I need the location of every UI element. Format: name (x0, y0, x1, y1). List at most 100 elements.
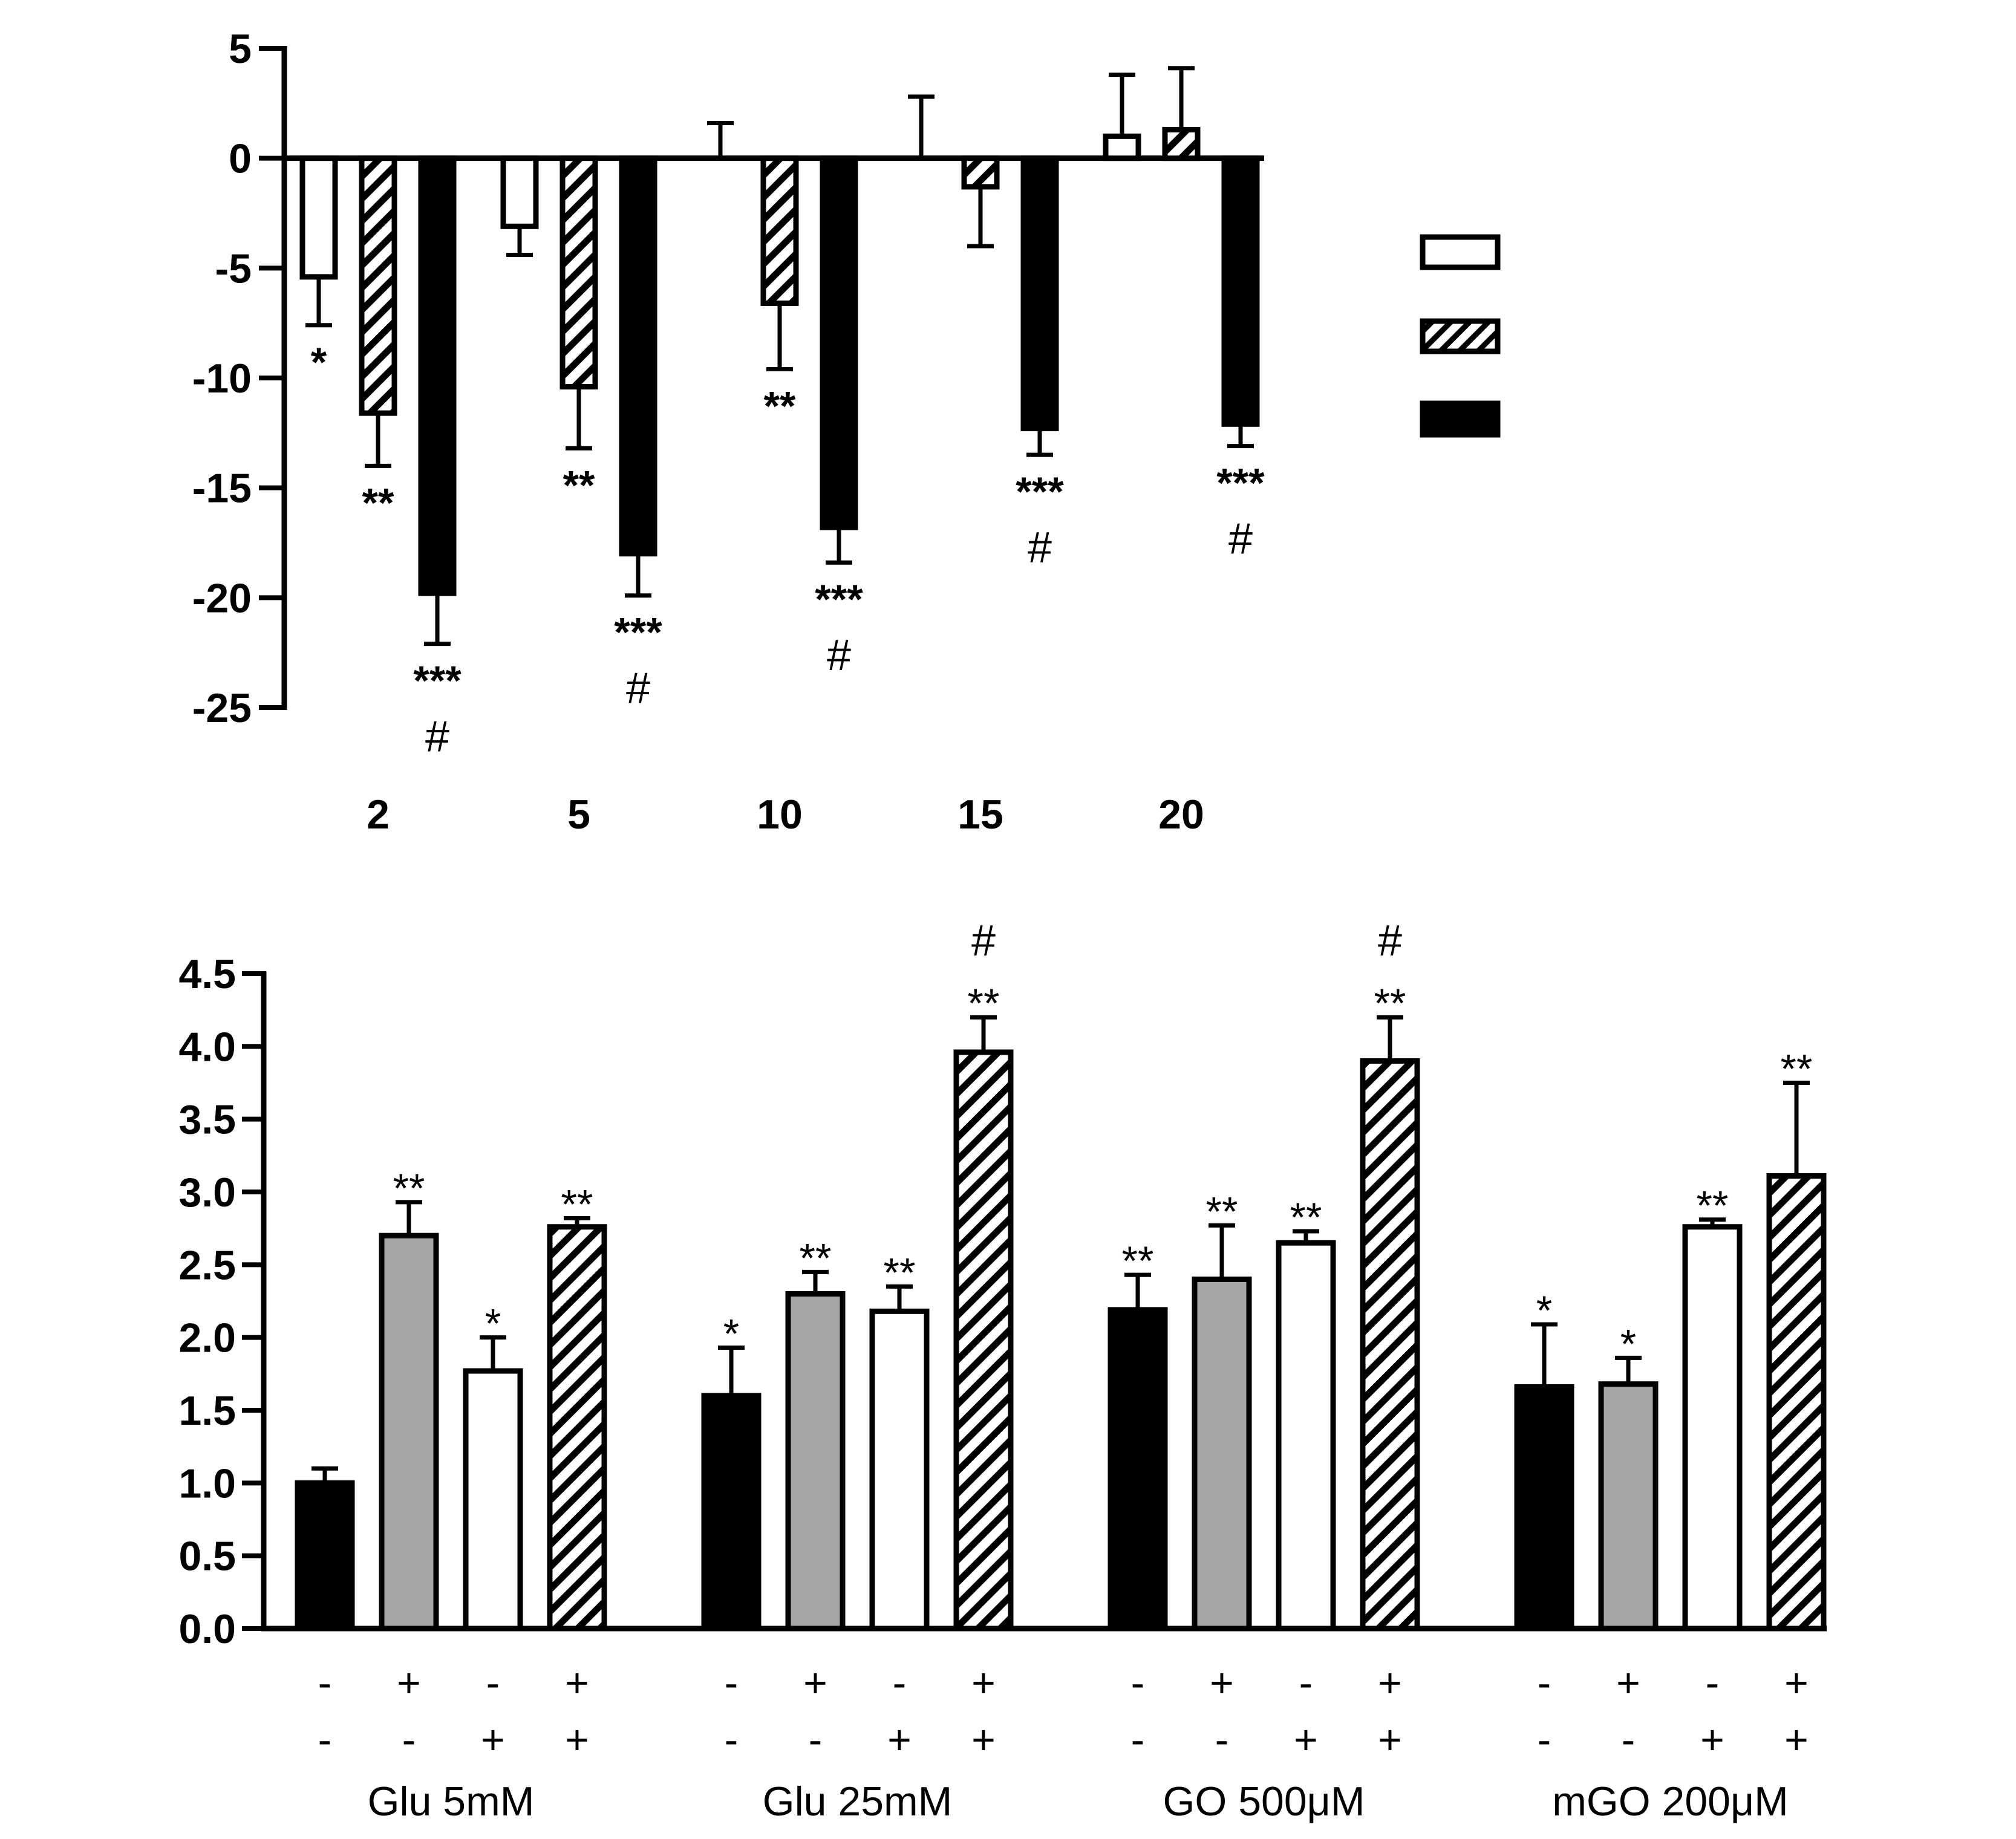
panel-b-bar (869, 1308, 930, 1632)
panel-b-hiv-sign: - (1131, 1717, 1145, 1763)
panel-b-hiv-sign: + (1700, 1717, 1724, 1763)
panel-a-bar (760, 155, 799, 306)
panel-b-significance-stars: ** (393, 1165, 425, 1211)
panel-a-significance-stars: ** (563, 462, 595, 508)
panel-a-significance-hash: # (626, 665, 650, 713)
panel-b-hiv-sign: + (1294, 1717, 1318, 1763)
panel-b-hiv-sign: - (809, 1717, 823, 1763)
panel-b-group-label: GO 500μM (1163, 1779, 1365, 1824)
panel-b-significance-stars: ** (884, 1249, 916, 1295)
panel-b-hiv-sign: + (1378, 1717, 1402, 1763)
panel-b-tnf-sign: + (1784, 1660, 1809, 1706)
panel-b-y-tick-label: 1.5 (178, 1388, 236, 1434)
panel-a-bar (1020, 155, 1059, 432)
panel-b-bar (1107, 1307, 1168, 1632)
panel-b-tnf-sign: + (803, 1660, 827, 1706)
panel-a-bar (619, 155, 657, 557)
panel-a-significance-hash: # (1228, 515, 1253, 564)
panel-b-hiv-sign: - (402, 1717, 416, 1763)
panel-a-y-tick-label: -15 (192, 466, 252, 512)
panel-b-significance-stars: ** (1206, 1188, 1238, 1234)
panel-b-bar (1766, 1173, 1827, 1632)
panel-b-significance-stars: * (1620, 1321, 1636, 1367)
panel-a-bar (359, 155, 397, 416)
panel-b-bar (1514, 1384, 1574, 1632)
panel-a-significance-hash: # (1028, 524, 1052, 572)
panel-a-bar (1103, 133, 1141, 161)
panel-a-bar (820, 155, 858, 530)
panel-b-significance-hash: # (971, 917, 996, 965)
panel-b-bar (701, 1393, 762, 1632)
panel-b-significance-stars: ** (1697, 1183, 1729, 1229)
panel-b-group-label: Glu 5mM (368, 1779, 535, 1824)
panel-a-bar (299, 155, 338, 280)
panel-b-tnf-sign: + (1616, 1660, 1640, 1706)
panel-b-bar (463, 1368, 523, 1632)
panel-a-y-tick-label: -20 (192, 575, 252, 621)
panel-b-bar (785, 1291, 846, 1632)
panel-b-bar (1276, 1240, 1336, 1632)
panel-b-tnf-sign: - (1299, 1660, 1313, 1706)
panel-b-y-tick-label: 4.5 (178, 951, 236, 997)
panel-b-tnf-sign: - (893, 1660, 907, 1706)
panel-b-tnf-sign: + (565, 1660, 589, 1706)
panel-b-tnf-sign: - (1131, 1660, 1145, 1706)
panel-b-hiv-sign: - (725, 1717, 739, 1763)
panel-a-significance-stars: *** (1016, 469, 1064, 515)
panel-a-bar (559, 155, 598, 390)
panel-b-bar (1360, 1058, 1420, 1632)
panel-b-significance-stars: ** (800, 1235, 832, 1281)
panel-a-significance-stars: *** (1216, 460, 1265, 506)
panel-a-y-tick-label: -5 (215, 246, 252, 291)
panel-b-y-tick-label: 1.0 (178, 1460, 236, 1506)
panel-b-chart: 0.00.51.01.52.02.53.03.54.04.5--**+-*-+*… (178, 917, 1827, 1824)
panel-b-y-tick-label: 2.5 (178, 1242, 236, 1288)
panel-a-bar (500, 155, 539, 229)
panel-b-tnf-sign: + (1378, 1660, 1402, 1706)
panel-a-y-tick-label: -10 (192, 356, 252, 402)
panel-a-significance-stars: *** (413, 658, 462, 704)
panel-a-significance-stars: ** (764, 383, 796, 429)
panel-a-significance-stars: * (311, 339, 327, 385)
panel-b-hiv-sign: - (1622, 1717, 1636, 1763)
panel-a-x-tick-label: 20 (1158, 792, 1204, 838)
panel-b-tnf-sign: + (1210, 1660, 1234, 1706)
panel-a-significance-stars: ** (362, 480, 394, 526)
panel-a-x-tick-label: 15 (957, 792, 1003, 838)
panel-b-significance-stars: * (1536, 1287, 1552, 1333)
panel-b-group-label: Glu 25mM (763, 1779, 953, 1824)
panel-a-y-tick-label: -25 (192, 685, 252, 731)
panel-a-y-tick-label: 5 (229, 26, 252, 72)
panel-b-significance-stars: * (723, 1311, 739, 1357)
panel-a-bar (1162, 126, 1201, 161)
panel-a-significance-stars: *** (815, 576, 863, 622)
panel-a-significance-hash: # (425, 713, 449, 761)
legend-swatch-white (1420, 234, 1501, 270)
panel-b-significance-hash: # (1378, 917, 1402, 965)
legend-swatch-black (1420, 400, 1501, 438)
panel-a-chart: 50-5-10-15-20-25******#*****#*****#***#*… (192, 26, 1265, 838)
panel-a-bar (418, 155, 457, 596)
panel-a-x-tick-label: 5 (567, 792, 590, 838)
panel-a-bar (1221, 155, 1260, 427)
panel-b-significance-stars: ** (561, 1181, 593, 1227)
panel-b-hiv-sign: + (481, 1717, 505, 1763)
panel-b-y-tick-label: 0.0 (178, 1606, 236, 1652)
panel-a-significance-stars: *** (614, 610, 662, 656)
panel-b-y-tick-label: 3.0 (178, 1170, 236, 1216)
panel-a-legend (1420, 234, 1501, 438)
panel-b-significance-stars: ** (1374, 980, 1406, 1026)
panel-b-hiv-sign: + (971, 1717, 996, 1763)
panel-b-y-tick-label: 3.5 (178, 1097, 236, 1143)
panel-b-tnf-sign: - (1706, 1660, 1720, 1706)
panel-b-significance-stars: * (485, 1301, 501, 1347)
panel-b-group-label: mGO 200μM (1552, 1779, 1789, 1824)
panel-b-y-tick-label: 2.0 (178, 1315, 236, 1361)
panel-b-tnf-sign: + (397, 1660, 421, 1706)
panel-b-tnf-sign: + (971, 1660, 996, 1706)
panel-b-bar (547, 1224, 607, 1632)
panel-a-x-tick-label: 2 (367, 792, 390, 838)
panel-b-hiv-sign: - (318, 1717, 332, 1763)
